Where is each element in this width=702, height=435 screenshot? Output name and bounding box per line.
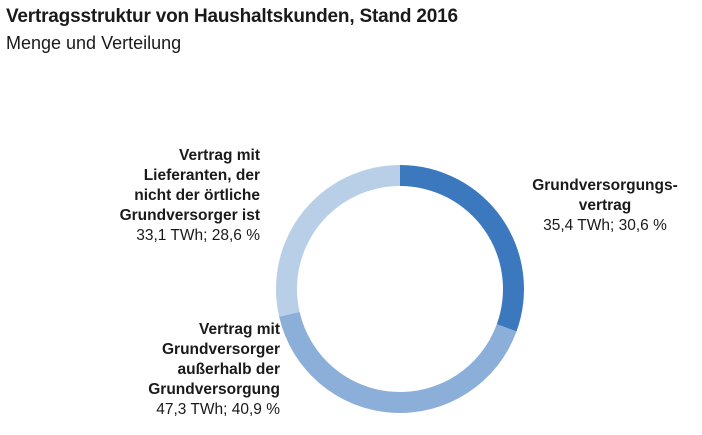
slice-label-name: Vertrag mit Grundversorger außerhalb der…: [148, 321, 280, 398]
chart-subtitle: Menge und Verteilung: [6, 33, 182, 53]
donut-slice-1: [279, 311, 517, 413]
slice-label-name: Grundversorgungs- vertrag: [532, 177, 678, 214]
donut-slice-0: [400, 165, 524, 332]
slice-label-value: 35,4 TWh; 30,6 %: [543, 217, 667, 234]
slice-label-name: Vertrag mit Lieferanten, der nicht der ö…: [119, 147, 260, 224]
slice-label-value: 33,1 TWh; 28,6 %: [136, 227, 260, 244]
label-lieferant: Vertrag mit Lieferanten, der nicht der ö…: [70, 146, 260, 246]
donut-slice-2: [276, 165, 400, 317]
slice-label-value: 47,3 TWh; 40,9 %: [156, 401, 280, 418]
chart-title: Vertragsstruktur von Haushaltskunden, St…: [6, 6, 458, 27]
label-ausserhalb: Vertrag mit Grundversorger außerhalb der…: [80, 320, 280, 420]
label-grundversorgung: Grundversorgungs- vertrag 35,4 TWh; 30,6…: [520, 176, 690, 236]
